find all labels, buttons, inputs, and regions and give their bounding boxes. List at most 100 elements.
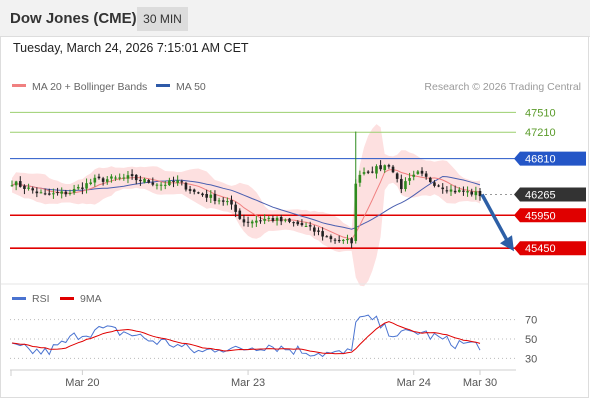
candle-body [205, 194, 208, 198]
candle-body [155, 184, 159, 186]
x-axis-label-3: Mar 30 [463, 377, 497, 389]
candle-body [234, 204, 237, 212]
candle-body [10, 185, 14, 187]
candle-body [474, 191, 478, 196]
x-axis-label-0: Mar 20 [65, 377, 99, 389]
level-tag-46810 [514, 151, 586, 166]
candle-body [296, 221, 300, 225]
candle-body [321, 231, 324, 237]
candle-body [56, 192, 59, 194]
rsi-legend-swatch-1 [60, 297, 74, 300]
candle-body [387, 165, 391, 167]
candle-body [110, 176, 113, 179]
level-label-45450: 45450 [525, 243, 556, 255]
candle-body [267, 217, 271, 219]
candle-body [93, 177, 97, 183]
candle-body [325, 236, 329, 238]
candle-body [437, 185, 440, 187]
bollinger-bands-area [12, 124, 480, 287]
candle-body [130, 174, 134, 177]
candle-body [188, 189, 192, 191]
candle-body [246, 221, 250, 223]
candle-body [346, 239, 349, 241]
x-axis-label-1: Mar 23 [231, 377, 265, 389]
rsi-level-label-50: 50 [525, 334, 537, 346]
rsi-level-label-30: 30 [525, 353, 537, 365]
ma20-line [11, 169, 481, 241]
candle-body [350, 238, 353, 244]
candle-body [457, 189, 461, 192]
candle-body [184, 182, 188, 190]
candle-body [68, 192, 72, 194]
candle-body [143, 178, 146, 183]
candle-body [275, 217, 279, 221]
candle-body [466, 191, 469, 193]
level-label-47510: 47510 [525, 107, 556, 119]
candle-body [151, 182, 155, 185]
candle-body [230, 200, 233, 205]
candle-body [85, 183, 88, 189]
candle-body [97, 176, 101, 179]
candle-body [43, 193, 47, 195]
candle-body [147, 180, 150, 183]
rsi-legend-label-1: 9MA [80, 293, 102, 305]
candle-body [308, 225, 312, 227]
candle-body [404, 181, 407, 190]
candle-body [383, 165, 387, 171]
candle-body [333, 239, 337, 241]
level-label-46810: 46810 [525, 154, 556, 166]
candle-body [284, 219, 287, 221]
candle-body [313, 227, 316, 232]
candle-body [76, 187, 80, 189]
candle-body [366, 171, 370, 173]
candles [10, 131, 482, 249]
candle-body [242, 219, 246, 223]
candle-body [470, 191, 474, 195]
forecast-arrow [480, 193, 510, 244]
candle-body [81, 187, 84, 189]
candle-body [391, 166, 395, 173]
candle-body [441, 187, 445, 190]
candle-body [300, 223, 304, 226]
candle-body [217, 200, 221, 202]
candle-body [176, 180, 179, 183]
rsi-line [11, 314, 481, 358]
candle-body [114, 177, 117, 179]
level-tag-45450 [514, 241, 586, 256]
candle-body [259, 220, 262, 222]
candle-body [159, 184, 163, 186]
candle-body [221, 200, 225, 202]
candle-body [424, 173, 428, 177]
ma50-line [11, 175, 481, 230]
candle-body [342, 239, 345, 241]
candle-body [52, 193, 55, 195]
candle-body [35, 191, 39, 194]
legend-swatch-1 [156, 84, 170, 87]
candle-body [122, 177, 126, 179]
candle-body [168, 180, 171, 186]
candle-body [18, 181, 22, 187]
level-label-45950: 45950 [525, 210, 556, 222]
candle-body [197, 192, 200, 194]
interval-button[interactable]: 30 MIN [137, 7, 188, 31]
candle-body [449, 189, 453, 192]
candle-body [60, 191, 63, 194]
candle-body [263, 218, 266, 221]
candle-body [445, 190, 449, 192]
candle-body [304, 226, 308, 228]
candle-body [478, 190, 482, 197]
candle-body [271, 218, 275, 221]
candle-body [292, 222, 295, 224]
header-bar: Dow Jones (CME) 30 MIN [0, 0, 590, 37]
candle-body [420, 170, 424, 174]
candle-body [64, 191, 68, 195]
candle-body [134, 174, 138, 181]
credit-text: Research © 2026 Trading Central [424, 81, 581, 93]
forecast-arrow-head [500, 235, 514, 252]
candle-body [416, 171, 420, 174]
level-label-46265: 46265 [525, 189, 556, 201]
candle-body [238, 210, 242, 219]
candle-body [47, 193, 51, 195]
candle-body [462, 190, 465, 192]
